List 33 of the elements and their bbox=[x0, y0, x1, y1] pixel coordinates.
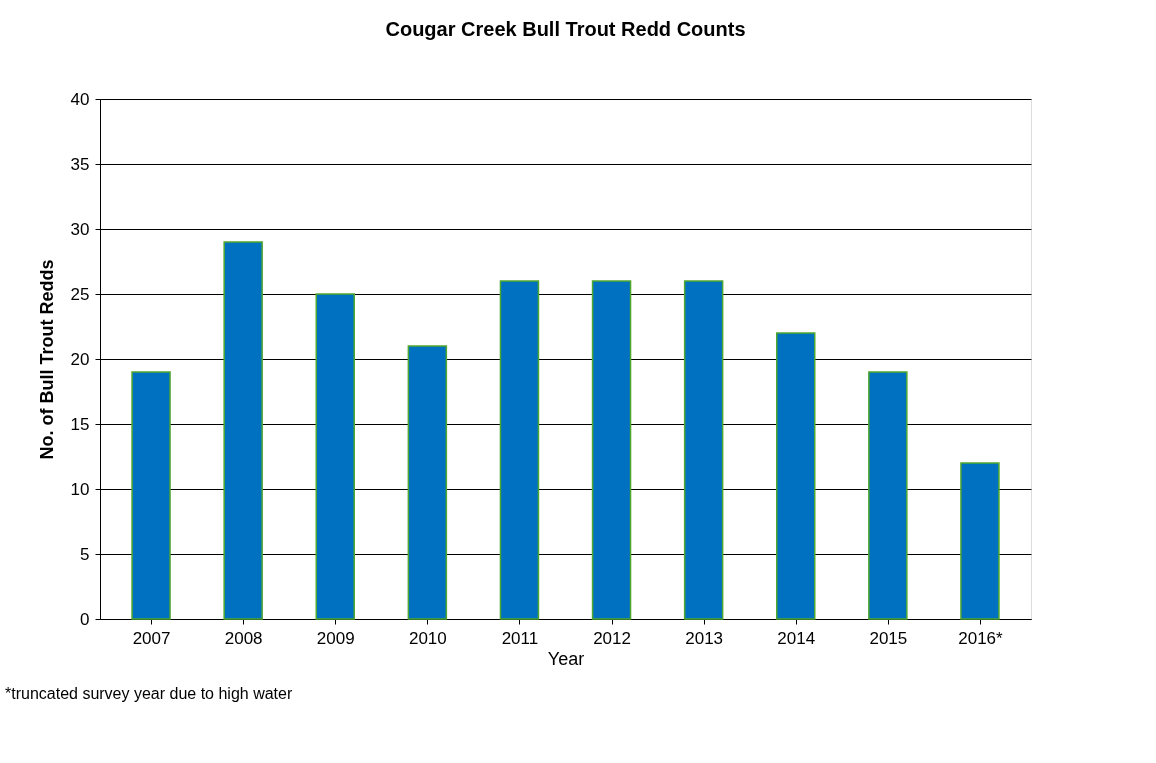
bar bbox=[868, 371, 908, 620]
y-tick-label: 30 bbox=[70, 219, 90, 239]
bar bbox=[315, 293, 355, 620]
bar bbox=[960, 462, 1000, 620]
x-tick-label: 2014 bbox=[777, 628, 816, 648]
x-tick-label: 2016* bbox=[958, 628, 1004, 648]
y-tick-label: 15 bbox=[70, 414, 90, 434]
y-axis-title: No. of Bull Trout Redds bbox=[36, 259, 57, 460]
chart-title: Cougar Creek Bull Trout Redd Counts bbox=[385, 18, 746, 40]
bar bbox=[591, 280, 632, 620]
bar bbox=[776, 332, 816, 620]
bar bbox=[683, 280, 724, 620]
y-tick-label: 20 bbox=[70, 349, 90, 369]
x-tick-label: 2008 bbox=[224, 628, 263, 648]
x-tick-label: 2009 bbox=[316, 628, 355, 648]
y-tick-label: 40 bbox=[70, 89, 90, 109]
x-tick-label: 2007 bbox=[132, 628, 171, 648]
y-tick-label: 25 bbox=[70, 284, 90, 304]
y-tick-label: 10 bbox=[70, 479, 90, 499]
bar bbox=[131, 371, 171, 620]
x-tick-label: 2013 bbox=[685, 628, 724, 648]
x-axis-title: Year bbox=[547, 648, 585, 669]
bar bbox=[499, 280, 540, 620]
bar bbox=[407, 345, 448, 620]
y-tick-label: 0 bbox=[80, 609, 90, 629]
x-tick-label: 2011 bbox=[501, 628, 539, 648]
y-tick-label: 35 bbox=[70, 154, 90, 174]
bar bbox=[223, 241, 263, 620]
y-tick-label: 5 bbox=[80, 544, 90, 564]
x-tick-label: 2010 bbox=[408, 628, 447, 648]
text: *truncated survey year due to high water bbox=[5, 685, 293, 702]
x-tick-label: 2015 bbox=[869, 628, 908, 648]
x-tick-label: 2012 bbox=[593, 628, 631, 648]
